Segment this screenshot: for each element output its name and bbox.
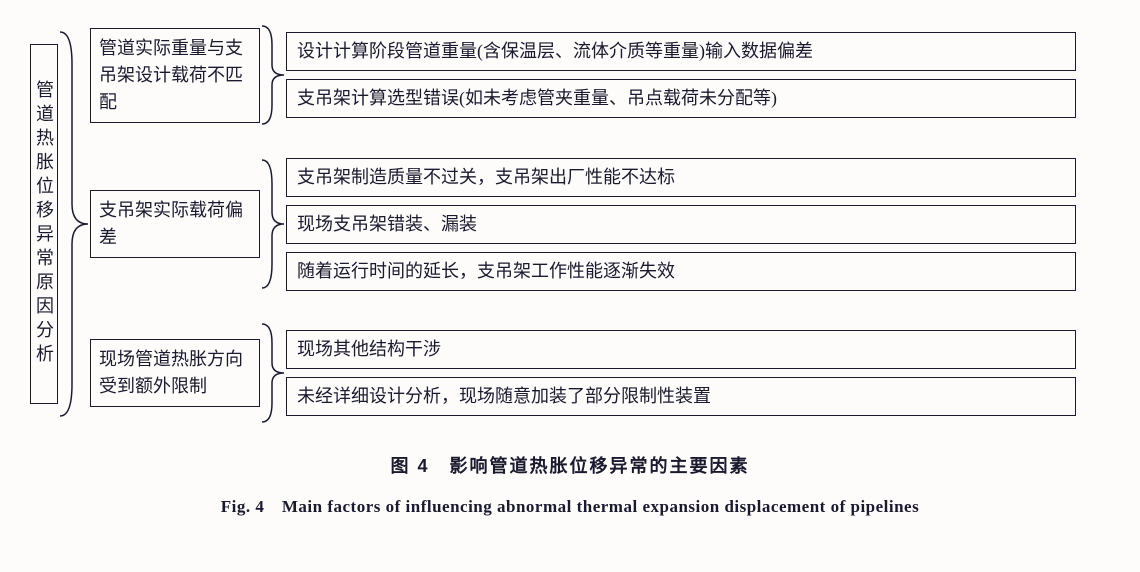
figure-caption: 图 4 影响管道热胀位移异常的主要因素 Fig. 4 Main factors …	[30, 452, 1110, 517]
mid-node: 现场管道热胀方向受到额外限制	[90, 339, 260, 407]
tree-diagram: 管道热胀位移异常原因分析 管道实际重量与支吊架设计载荷不匹配 设计计算阶段管道重…	[30, 20, 1110, 428]
mid-column: 管道实际重量与支吊架设计载荷不匹配 设计计算阶段管道重量(含保温层、流体介质等重…	[90, 20, 1076, 428]
brace-icon	[258, 20, 288, 130]
leaf-node: 支吊架计算选型错误(如未考虑管夹重量、吊点载荷未分配等)	[286, 79, 1076, 118]
caption-zh: 图 4 影响管道热胀位移异常的主要因素	[30, 452, 1110, 478]
leaf-node: 未经详细设计分析，现场随意加装了部分限制性装置	[286, 377, 1076, 416]
branch-row: 支吊架实际载荷偏差 支吊架制造质量不过关，支吊架出厂性能不达标 现场支吊架错装、…	[90, 154, 1076, 294]
leaf-column: 支吊架制造质量不过关，支吊架出厂性能不达标 现场支吊架错装、漏装 随着运行时间的…	[286, 158, 1076, 291]
leaf-column: 现场其他结构干涉 未经详细设计分析，现场随意加装了部分限制性装置	[286, 330, 1076, 416]
root-node: 管道热胀位移异常原因分析	[30, 44, 58, 404]
leaf-node: 现场支吊架错装、漏装	[286, 205, 1076, 244]
leaf-node: 现场其他结构干涉	[286, 330, 1076, 369]
mid-node: 支吊架实际载荷偏差	[90, 190, 260, 258]
leaf-node: 支吊架制造质量不过关，支吊架出厂性能不达标	[286, 158, 1076, 197]
brace-icon	[258, 318, 288, 428]
brace-icon	[56, 24, 92, 424]
leaf-node: 随着运行时间的延长，支吊架工作性能逐渐失效	[286, 252, 1076, 291]
brace-icon	[258, 154, 288, 294]
branch-row: 管道实际重量与支吊架设计载荷不匹配 设计计算阶段管道重量(含保温层、流体介质等重…	[90, 20, 1076, 130]
caption-en: Fig. 4 Main factors of influencing abnor…	[30, 492, 1110, 517]
mid-node: 管道实际重量与支吊架设计载荷不匹配	[90, 28, 260, 123]
branch-row: 现场管道热胀方向受到额外限制 现场其他结构干涉 未经详细设计分析，现场随意加装了…	[90, 318, 1076, 428]
leaf-column: 设计计算阶段管道重量(含保温层、流体介质等重量)输入数据偏差 支吊架计算选型错误…	[286, 32, 1076, 118]
leaf-node: 设计计算阶段管道重量(含保温层、流体介质等重量)输入数据偏差	[286, 32, 1076, 71]
